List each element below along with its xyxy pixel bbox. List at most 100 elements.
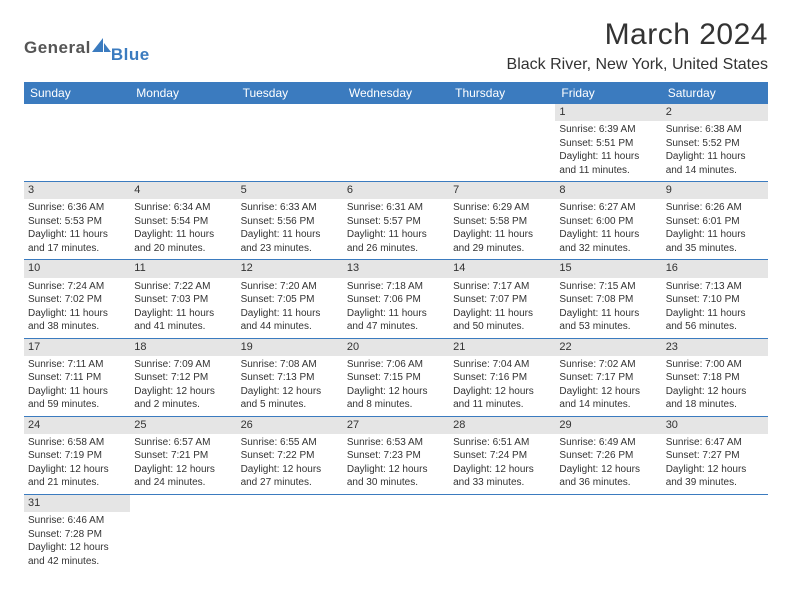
day-number — [130, 495, 236, 512]
day-detail-line: Sunrise: 7:22 AM — [134, 280, 232, 294]
day-number: 14 — [449, 260, 555, 277]
calendar-cell: 23 Sunrise: 7:00 AMSunset: 7:18 PMDayligh… — [662, 338, 768, 416]
day-detail-line: Daylight: 12 hours and 21 minutes. — [28, 463, 126, 490]
day-detail-line: Daylight: 11 hours and 23 minutes. — [241, 228, 339, 255]
day-detail-line: Daylight: 11 hours and 50 minutes. — [453, 307, 551, 334]
day-detail-line: Sunset: 7:21 PM — [134, 449, 232, 463]
day-detail-line: Sunset: 5:57 PM — [347, 215, 445, 229]
day-detail-line: Sunrise: 6:36 AM — [28, 201, 126, 215]
day-number: 12 — [237, 260, 343, 277]
calendar-cell — [130, 104, 236, 182]
day-number: 27 — [343, 417, 449, 434]
day-number: 11 — [130, 260, 236, 277]
calendar-cell — [662, 494, 768, 572]
day-detail-line: Sunset: 7:13 PM — [241, 371, 339, 385]
day-detail-line: Sunset: 7:08 PM — [559, 293, 657, 307]
calendar-table: SundayMondayTuesdayWednesdayThursdayFrid… — [24, 82, 768, 572]
day-detail-line: Sunrise: 6:47 AM — [666, 436, 764, 450]
calendar-cell: 6Sunrise: 6:31 AMSunset: 5:57 PMDaylight… — [343, 182, 449, 260]
day-detail-line: Sunset: 6:00 PM — [559, 215, 657, 229]
day-number: 10 — [24, 260, 130, 277]
day-details: Sunrise: 6:46 AMSunset: 7:28 PMDaylight:… — [24, 512, 130, 572]
day-number: 6 — [343, 182, 449, 199]
calendar-cell: 22Sunrise: 7:02 AMSunset: 7:17 PMDayligh… — [555, 338, 661, 416]
day-number — [449, 495, 555, 512]
day-details: Sunrise: 7:06 AMSunset: 7:15 PMDaylight:… — [343, 356, 449, 416]
calendar-cell — [343, 104, 449, 182]
day-details: Sunrise: 6:26 AMSunset: 6:01 PMDaylight:… — [662, 199, 768, 259]
day-detail-line: Sunset: 7:27 PM — [666, 449, 764, 463]
day-detail-line: Daylight: 12 hours and 33 minutes. — [453, 463, 551, 490]
day-detail-line: Daylight: 12 hours and 11 minutes. — [453, 385, 551, 412]
day-detail-line: Sunset: 7:18 PM — [666, 371, 764, 385]
day-detail-line: Daylight: 12 hours and 14 minutes. — [559, 385, 657, 412]
day-detail-line: Sunrise: 7:17 AM — [453, 280, 551, 294]
day-detail-line: Sunset: 7:06 PM — [347, 293, 445, 307]
calendar-cell: 7Sunrise: 6:29 AMSunset: 5:58 PMDaylight… — [449, 182, 555, 260]
day-detail-line: Daylight: 11 hours and 26 minutes. — [347, 228, 445, 255]
day-details: Sunrise: 6:36 AMSunset: 5:53 PMDaylight:… — [24, 199, 130, 259]
day-detail-line: Sunset: 5:58 PM — [453, 215, 551, 229]
day-detail-line: Sunset: 7:11 PM — [28, 371, 126, 385]
weekday-header: Saturday — [662, 82, 768, 104]
day-detail-line: Sunset: 7:10 PM — [666, 293, 764, 307]
day-detail-line: Daylight: 11 hours and 17 minutes. — [28, 228, 126, 255]
logo-sail-icon — [91, 36, 113, 59]
day-details: Sunrise: 7:17 AMSunset: 7:07 PMDaylight:… — [449, 278, 555, 338]
day-detail-line: Sunrise: 6:33 AM — [241, 201, 339, 215]
day-detail-line: Sunrise: 6:55 AM — [241, 436, 339, 450]
day-number: 31 — [24, 495, 130, 512]
day-number: 29 — [555, 417, 661, 434]
day-details: Sunrise: 6:34 AMSunset: 5:54 PMDaylight:… — [130, 199, 236, 259]
day-detail-line: Sunrise: 7:00 AM — [666, 358, 764, 372]
day-detail-line: Daylight: 11 hours and 35 minutes. — [666, 228, 764, 255]
day-number — [343, 104, 449, 121]
day-detail-line: Daylight: 11 hours and 20 minutes. — [134, 228, 232, 255]
calendar-cell: 3Sunrise: 6:36 AMSunset: 5:53 PMDaylight… — [24, 182, 130, 260]
calendar-cell: 12Sunrise: 7:20 AMSunset: 7:05 PMDayligh… — [237, 260, 343, 338]
day-number: 3 — [24, 182, 130, 199]
calendar-row: 31Sunrise: 6:46 AMSunset: 7:28 PMDayligh… — [24, 494, 768, 572]
day-detail-line: Sunset: 7:17 PM — [559, 371, 657, 385]
calendar-cell: 9Sunrise: 6:26 AMSunset: 6:01 PMDaylight… — [662, 182, 768, 260]
day-detail-line: Sunset: 7:24 PM — [453, 449, 551, 463]
calendar-cell: 31Sunrise: 6:46 AMSunset: 7:28 PMDayligh… — [24, 494, 130, 572]
day-number: 23 — [662, 339, 768, 356]
day-number — [24, 104, 130, 121]
calendar-cell — [343, 494, 449, 572]
day-number: 18 — [130, 339, 236, 356]
day-details: Sunrise: 6:31 AMSunset: 5:57 PMDaylight:… — [343, 199, 449, 259]
day-detail-line: Daylight: 11 hours and 38 minutes. — [28, 307, 126, 334]
day-number: 5 — [237, 182, 343, 199]
calendar-cell — [449, 104, 555, 182]
calendar-row: 10Sunrise: 7:24 AMSunset: 7:02 PMDayligh… — [24, 260, 768, 338]
day-detail-line: Daylight: 11 hours and 32 minutes. — [559, 228, 657, 255]
day-number: 8 — [555, 182, 661, 199]
calendar-cell: 11Sunrise: 7:22 AMSunset: 7:03 PMDayligh… — [130, 260, 236, 338]
header: General Blue March 2024 Black River, New… — [24, 18, 768, 74]
day-number: 28 — [449, 417, 555, 434]
calendar-cell: 4Sunrise: 6:34 AMSunset: 5:54 PMDaylight… — [130, 182, 236, 260]
logo-text-blue: Blue — [111, 45, 150, 65]
day-details: Sunrise: 6:38 AMSunset: 5:52 PMDaylight:… — [662, 121, 768, 181]
calendar-cell: 16Sunrise: 7:13 AMSunset: 7:10 PMDayligh… — [662, 260, 768, 338]
day-detail-line: Daylight: 11 hours and 53 minutes. — [559, 307, 657, 334]
day-details: Sunrise: 6:49 AMSunset: 7:26 PMDaylight:… — [555, 434, 661, 494]
day-detail-line: Daylight: 12 hours and 18 minutes. — [666, 385, 764, 412]
day-detail-line: Sunset: 5:54 PM — [134, 215, 232, 229]
day-details: Sunrise: 7:04 AMSunset: 7:16 PMDaylight:… — [449, 356, 555, 416]
calendar-cell — [555, 494, 661, 572]
day-detail-line: Sunrise: 6:53 AM — [347, 436, 445, 450]
day-number: 15 — [555, 260, 661, 277]
day-detail-line: Daylight: 12 hours and 24 minutes. — [134, 463, 232, 490]
calendar-cell — [237, 104, 343, 182]
day-detail-line: Sunrise: 7:11 AM — [28, 358, 126, 372]
day-detail-line: Sunrise: 6:26 AM — [666, 201, 764, 215]
day-details: Sunrise: 6:53 AMSunset: 7:23 PMDaylight:… — [343, 434, 449, 494]
day-detail-line: Sunset: 7:15 PM — [347, 371, 445, 385]
location-label: Black River, New York, United States — [507, 56, 768, 74]
day-details: Sunrise: 7:08 AMSunset: 7:13 PMDaylight:… — [237, 356, 343, 416]
day-detail-line: Sunrise: 6:27 AM — [559, 201, 657, 215]
day-detail-line: Sunrise: 6:57 AM — [134, 436, 232, 450]
calendar-cell — [237, 494, 343, 572]
